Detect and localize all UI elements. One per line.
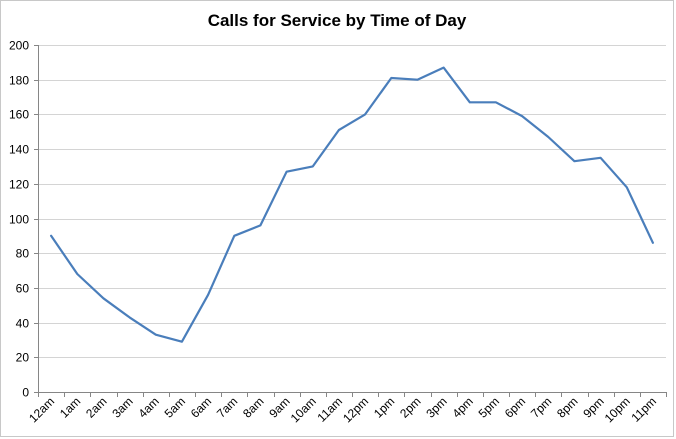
x-tick-label: 10pm [602,394,633,425]
axes [34,45,667,397]
chart-title: Calls for Service by Time of Day [207,11,467,30]
x-tick-label: 11pm [629,394,660,425]
grid-lines [38,45,666,358]
x-tick-label: 12am [26,394,57,425]
y-tick-label: 0 [22,386,29,400]
y-tick-label: 180 [9,74,29,88]
x-tick-label: 8pm [554,394,580,420]
series-line-0 [49,66,655,343]
x-tick-label: 1am [57,394,83,420]
y-tick-label: 80 [16,247,30,261]
x-tick-label: 6pm [502,394,528,420]
x-tick-label: 5pm [476,394,502,420]
y-tick-label: 20 [16,351,30,365]
x-tick-label: 3am [109,394,135,420]
x-tick-label: 4am [135,394,161,420]
y-tick-label: 40 [16,317,30,331]
series-layer [49,66,655,343]
x-tick-label: 8am [240,394,266,420]
x-tick-label: 10am [288,394,319,425]
x-tick-label: 5am [162,394,188,420]
x-tick-label: 6am [188,394,214,420]
x-tick-label: 4pm [449,394,475,420]
x-tick-labels: 12am 1am 2am 3am 4am 5am 6am 7am 8am 9am10am11am1… [26,394,659,425]
x-tick-label: 7pm [528,394,554,420]
y-tick-label: 160 [9,108,29,122]
y-tick-label: 200 [9,39,29,53]
y-tick-labels: 0 20 40 60 80 100 120 140 160 180 200 [9,39,29,400]
x-tick-label: 11am [315,394,346,425]
y-tick-label: 60 [16,282,30,296]
y-tick-label: 120 [9,178,29,192]
x-tick-label: 1pm [371,394,397,420]
y-tick-label: 100 [9,213,29,227]
x-tick-label: 2pm [397,394,423,420]
x-tick-label: 7am [214,394,240,420]
x-tick-label: 3pm [423,394,449,420]
y-tick-label: 140 [9,143,29,157]
x-tick-label: 12pm [340,394,371,425]
x-tick-label: 2am [83,394,109,420]
